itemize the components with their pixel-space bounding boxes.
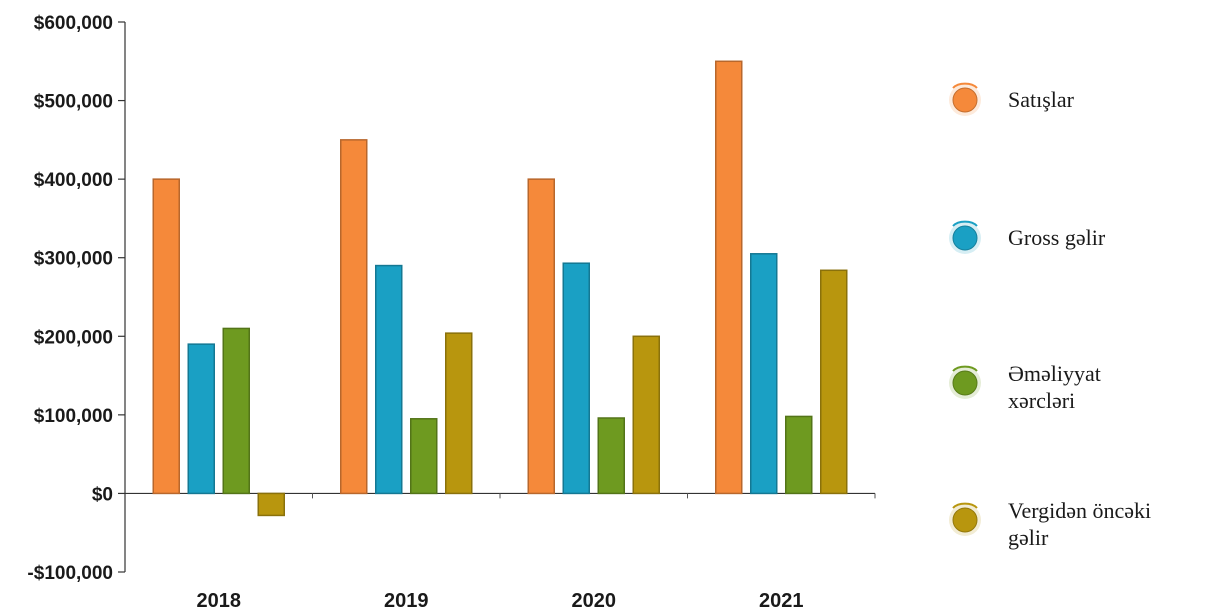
legend-label: Əməliyyat xərcləri bbox=[1008, 361, 1101, 413]
y-tick-label: $600,000 bbox=[34, 13, 113, 34]
x-axis-labels: 2018 2019 2020 2021 bbox=[197, 493, 876, 609]
bar-1-2020 bbox=[527, 178, 555, 495]
bar-3-2021 bbox=[785, 415, 813, 495]
bars bbox=[152, 60, 848, 517]
x-tick-label: 2021 bbox=[759, 590, 804, 609]
y-tick-label: $300,000 bbox=[34, 249, 113, 270]
y-tick-label: $0 bbox=[92, 484, 113, 505]
legend-arc bbox=[952, 220, 978, 227]
legend-label: Gross gəlir bbox=[1008, 225, 1106, 250]
legend-label: Vergidən öncəki gəlir bbox=[1008, 498, 1151, 550]
y-tick-label: $100,000 bbox=[34, 406, 113, 427]
bar-1-2019 bbox=[340, 139, 368, 495]
bar-2-2019 bbox=[375, 264, 403, 495]
bar-1-2021 bbox=[715, 60, 743, 495]
bar-4-2021 bbox=[820, 269, 848, 495]
bar-2-2020 bbox=[562, 262, 590, 495]
bar-4-2018 bbox=[257, 492, 285, 517]
y-tick-label: $400,000 bbox=[34, 170, 113, 191]
legend-arc bbox=[952, 502, 978, 509]
legend-item: Vergidən öncəki gəlir bbox=[949, 498, 1151, 550]
y-tick-label: $500,000 bbox=[34, 92, 113, 113]
legend-marker bbox=[952, 225, 978, 251]
legend-arc bbox=[952, 82, 978, 89]
bar-1-2018 bbox=[152, 178, 180, 495]
legend-item: Gross gəlir bbox=[949, 220, 1106, 254]
legend-arc bbox=[952, 365, 978, 372]
bar-3-2019 bbox=[410, 418, 438, 495]
x-tick-label: 2019 bbox=[384, 590, 429, 609]
y-tick-label: -$100,000 bbox=[27, 563, 113, 584]
legend-marker bbox=[952, 87, 978, 113]
bar-4-2020 bbox=[632, 335, 660, 495]
legend: Satışlar Gross gəlir Əməliyyat xərcləri Verg… bbox=[949, 82, 1151, 550]
legend-item: Satışlar bbox=[949, 82, 1075, 116]
y-tick-label: $200,000 bbox=[34, 327, 113, 348]
legend-marker bbox=[952, 507, 978, 533]
x-tick-label: 2018 bbox=[197, 590, 242, 609]
bar-2-2018 bbox=[187, 343, 215, 495]
bar-3-2018 bbox=[222, 327, 250, 495]
y-axis-ticks: $600,000 $500,000 $400,000 $300,000 $200,000… bbox=[27, 13, 125, 584]
legend-label: Satışlar bbox=[1008, 87, 1075, 112]
bar-3-2020 bbox=[597, 417, 625, 495]
legend-marker bbox=[952, 370, 978, 396]
bar-2-2021 bbox=[750, 253, 778, 495]
x-tick-label: 2020 bbox=[572, 590, 617, 609]
legend-item: Əməliyyat xərcləri bbox=[949, 361, 1101, 413]
bar-4-2019 bbox=[445, 332, 473, 495]
